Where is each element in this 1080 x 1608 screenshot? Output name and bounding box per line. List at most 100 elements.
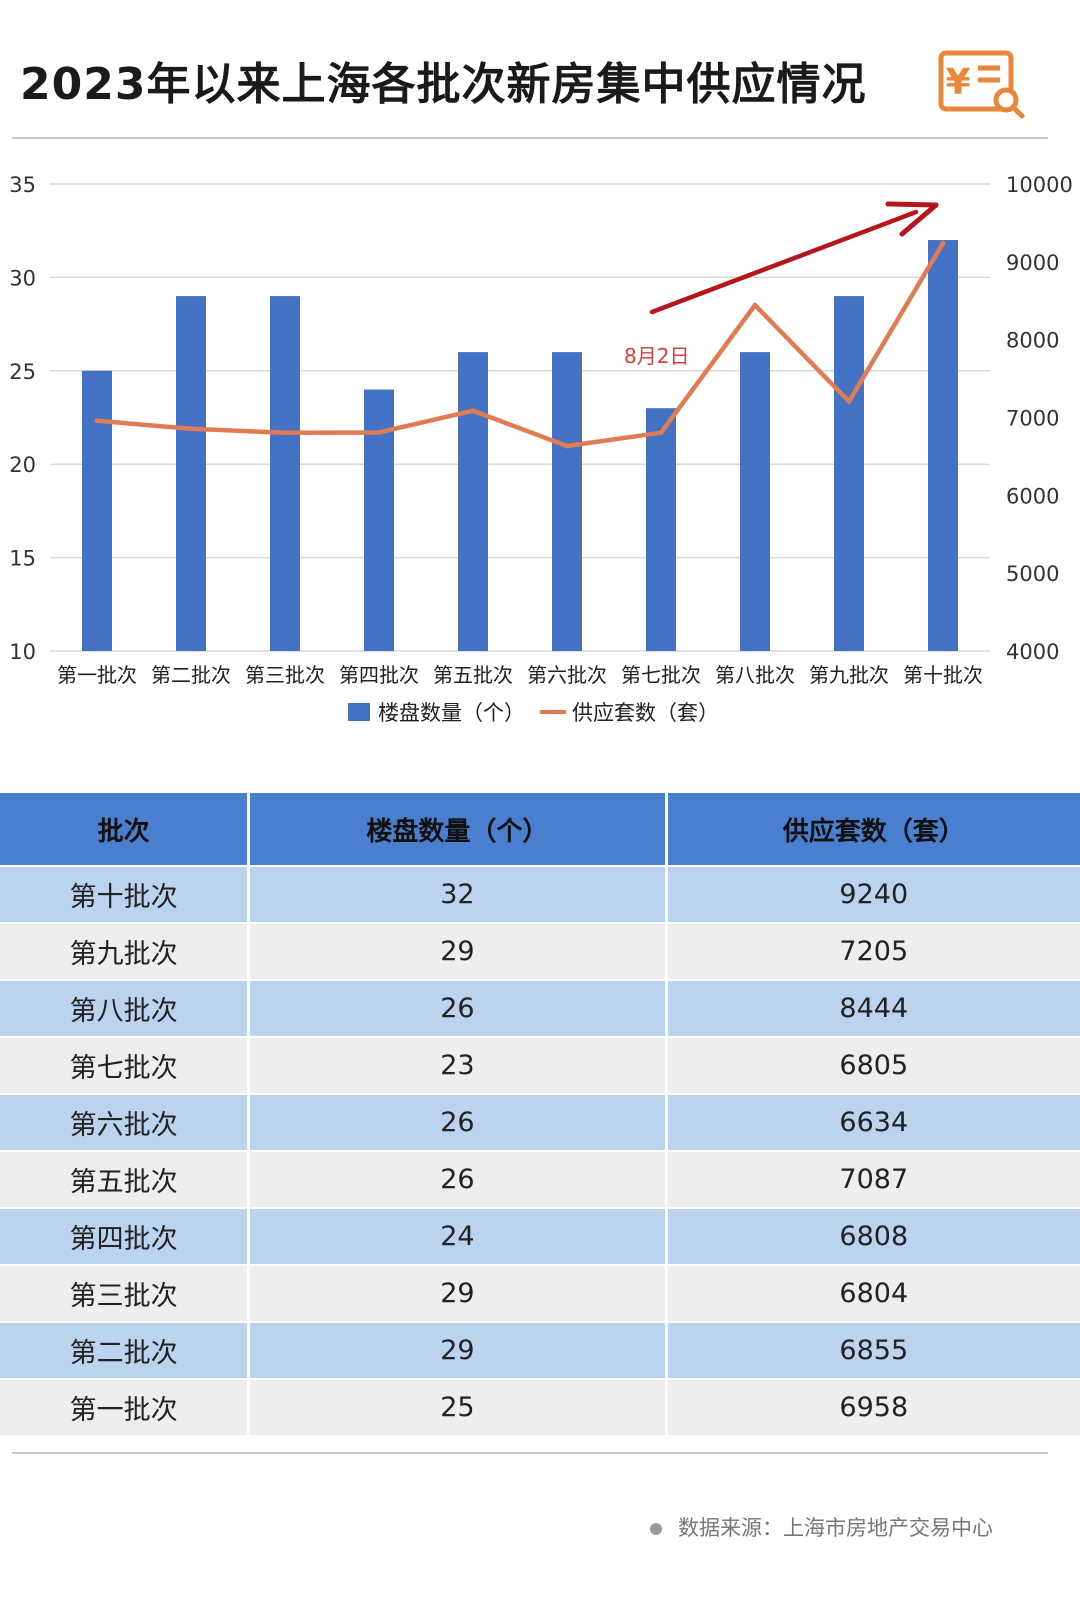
- svg-text:¥: ¥: [945, 62, 970, 103]
- table-row: 第十批次 32 9240: [0, 865, 1080, 923]
- count-cell: 26: [248, 1093, 668, 1151]
- y-left-tick-label: 20: [9, 453, 36, 477]
- table-row: 第三批次 29 6804: [0, 1264, 1080, 1322]
- units-cell: 6855: [666, 1321, 1080, 1379]
- bar-2: [176, 296, 206, 651]
- units-cell: 6808: [666, 1207, 1080, 1265]
- supply-point-9: [846, 399, 852, 405]
- count-cell: 25: [248, 1378, 668, 1435]
- y-left-tick-label: 30: [9, 266, 36, 290]
- supply-point-2: [188, 426, 194, 432]
- count-cell: 29: [248, 922, 668, 980]
- units-cell: 6804: [666, 1264, 1080, 1322]
- units-cell: 9240: [666, 865, 1080, 923]
- x-tick-label: 第九批次: [809, 663, 889, 687]
- batch-cell: 第十批次: [0, 865, 251, 923]
- data-source: 数据来源：上海市房地产交易中心: [650, 1512, 993, 1542]
- legend-bar-swatch: [348, 703, 370, 721]
- yuan-document-search-icon: ¥: [938, 50, 1025, 119]
- units-cell: 6634: [666, 1093, 1080, 1151]
- supply-point-7: [658, 430, 664, 436]
- y-left-tick-label: 35: [9, 173, 36, 197]
- bar-7: [646, 408, 676, 651]
- y-right-tick-label: 7000: [1006, 407, 1059, 431]
- y-left-tick-label: 25: [9, 360, 36, 384]
- y-right-tick-label: 6000: [1006, 484, 1059, 508]
- table-row: 第一批次 25 6958: [0, 1378, 1080, 1435]
- supply-line: [94, 240, 946, 449]
- supply-point-5: [470, 408, 476, 414]
- x-tick-label: 第十批次: [903, 663, 983, 687]
- batch-cell: 第二批次: [0, 1321, 251, 1379]
- table-row: 第八批次 26 8444: [0, 979, 1080, 1037]
- legend-bar-label: 楼盘数量（个）: [378, 701, 525, 725]
- supply-point-10: [940, 240, 946, 246]
- count-cell: 24: [248, 1207, 668, 1265]
- supply-point-4: [376, 429, 382, 435]
- supply-table: 批次 楼盘数量（个） 供应套数（套） 第十批次 32 9240 第九批次 29 …: [0, 793, 1080, 1435]
- table-row: 第二批次 29 6855: [0, 1321, 1080, 1379]
- x-tick-label: 第一批次: [57, 663, 137, 687]
- bar-10: [928, 240, 958, 651]
- trend-arrow-head-icon: [885, 201, 939, 237]
- y-left-tick-label: 10: [9, 640, 36, 664]
- batch-cell: 第八批次: [0, 979, 251, 1037]
- units-cell: 8444: [666, 979, 1080, 1037]
- x-tick-label: 第八批次: [715, 663, 795, 687]
- source-text: 数据来源：上海市房地产交易中心: [678, 1516, 993, 1540]
- x-tick-label: 第三批次: [245, 663, 325, 687]
- y-right-tick-label: 4000: [1006, 640, 1059, 664]
- count-cell: 29: [248, 1321, 668, 1379]
- legend-line-label: 供应套数（套）: [572, 701, 719, 725]
- x-tick-label: 第二批次: [151, 663, 231, 687]
- supply-chart: 10 15 20 25 30 35 4000 5000 6000 7000 8000 9000 1000…: [9, 173, 1073, 725]
- bar-1: [82, 370, 112, 651]
- batch-cell: 第七批次: [0, 1036, 251, 1094]
- bullet-dot-icon: [650, 1523, 662, 1535]
- supply-point-1: [94, 418, 100, 424]
- count-cell: 26: [248, 979, 668, 1037]
- batch-cell: 第九批次: [0, 922, 251, 980]
- y-left-tick-label: 15: [9, 547, 36, 571]
- header-project-count: 楼盘数量（个）: [248, 793, 668, 866]
- trend-arrow: [649, 209, 919, 315]
- header-supply-units: 供应套数（套）: [666, 793, 1080, 866]
- supply-point-8: [752, 302, 758, 308]
- x-tick-label: 第五批次: [433, 663, 513, 687]
- bar-9: [834, 296, 864, 651]
- batch-cell: 第三批次: [0, 1264, 251, 1322]
- y-right-tick-label: 8000: [1006, 329, 1059, 353]
- units-cell: 7087: [666, 1150, 1080, 1208]
- batch-cell: 第六批次: [0, 1093, 251, 1151]
- bar-8: [740, 352, 770, 651]
- units-cell: 7205: [666, 922, 1080, 980]
- batch-cell: 第五批次: [0, 1150, 251, 1208]
- table-row: 第九批次 29 7205: [0, 922, 1080, 980]
- bar-3: [270, 296, 300, 651]
- bar-5: [458, 352, 488, 651]
- count-cell: 26: [248, 1150, 668, 1208]
- annotation-label: 8月2日: [624, 344, 689, 368]
- table-row: 第五批次 26 7087: [0, 1150, 1080, 1208]
- header-batch: 批次: [0, 793, 251, 866]
- table-row: 第七批次 23 6805: [0, 1036, 1080, 1094]
- y-right-tick-label: 10000: [1006, 173, 1073, 197]
- supply-point-3: [282, 430, 288, 436]
- x-tick-label: 第六批次: [527, 663, 607, 687]
- count-cell: 32: [248, 865, 668, 923]
- supply-point-6: [564, 443, 570, 449]
- batch-cell: 第四批次: [0, 1207, 251, 1265]
- page-title: 2023年以来上海各批次新房集中供应情况: [20, 59, 867, 110]
- table-row: 第四批次 24 6808: [0, 1207, 1080, 1265]
- x-tick-label: 第四批次: [339, 663, 419, 687]
- table-header-row: 批次 楼盘数量（个） 供应套数（套）: [0, 793, 1080, 866]
- footer-divider: [12, 1452, 1048, 1454]
- bar-6: [552, 352, 582, 651]
- units-cell: 6958: [666, 1378, 1080, 1435]
- table-row: 第六批次 26 6634: [0, 1093, 1080, 1151]
- batch-cell: 第一批次: [0, 1378, 251, 1435]
- x-tick-label: 第七批次: [621, 663, 701, 687]
- units-cell: 6805: [666, 1036, 1080, 1094]
- count-cell: 29: [248, 1264, 668, 1322]
- title-divider: [12, 137, 1048, 139]
